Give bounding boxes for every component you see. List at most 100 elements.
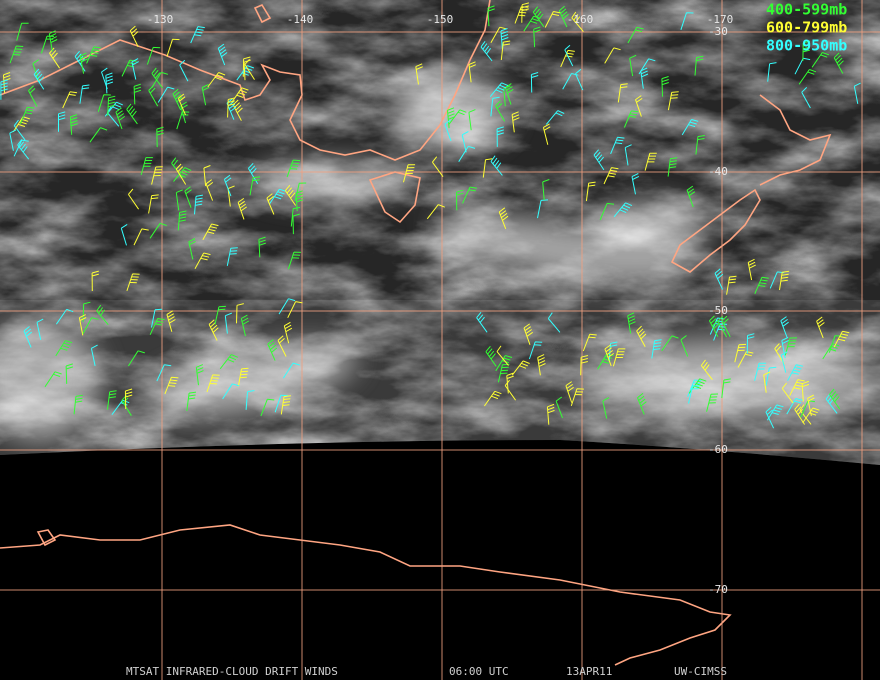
wind-barb <box>226 247 238 266</box>
wind-barb <box>580 355 589 376</box>
legend-entry: 800-950mb <box>766 37 847 55</box>
wind-barb <box>637 393 647 415</box>
wind-barb <box>9 129 17 151</box>
wind-barb <box>468 109 476 131</box>
wind-barb <box>426 204 445 220</box>
footer-source: UW-CIMSS <box>674 665 727 678</box>
wind-barb <box>267 339 278 361</box>
wind-barb <box>36 318 44 341</box>
latitude-label: -60 <box>708 443 728 456</box>
wind-barb <box>286 159 301 178</box>
footer-time: 06:00 UTC <box>449 665 509 678</box>
wind-barb <box>284 184 297 206</box>
wind-barb <box>680 335 689 357</box>
wind-barb <box>217 43 228 66</box>
wind-barb <box>237 197 247 220</box>
wind-barb <box>627 26 644 44</box>
wind-barb <box>461 131 469 153</box>
wind-barb <box>249 176 261 196</box>
wind-barb <box>282 362 300 379</box>
wind-barb <box>667 157 678 177</box>
wind-barb <box>560 49 575 68</box>
wind-barb <box>767 62 777 82</box>
wind-barb <box>570 388 584 407</box>
wind-barb <box>258 236 266 258</box>
wind-barb <box>431 156 444 177</box>
wind-barb <box>295 190 304 212</box>
wind-barb <box>532 6 545 28</box>
wind-barb <box>476 311 488 333</box>
wind-barb <box>74 50 86 72</box>
wind-barb <box>166 38 180 57</box>
wind-barb <box>523 323 533 345</box>
wind-barb <box>801 380 810 402</box>
wind-barb <box>786 398 803 415</box>
wind-barb <box>214 305 226 325</box>
legend-entry: 400-599mb <box>766 1 847 19</box>
wind-barb <box>640 67 649 89</box>
wind-barb <box>78 314 87 336</box>
wind-barb <box>784 337 798 356</box>
wind-barb <box>487 5 495 27</box>
wind-barb <box>495 355 513 372</box>
wind-barb <box>456 189 464 211</box>
wind-barb <box>765 366 777 386</box>
wind-barb <box>833 52 844 74</box>
wind-barb <box>833 330 850 348</box>
wind-barb <box>555 396 563 419</box>
wind-barb <box>544 11 561 28</box>
wind-barb <box>746 333 755 354</box>
wind-barb <box>236 303 244 324</box>
wind-barb <box>485 345 497 367</box>
wind-barb <box>195 364 204 386</box>
wind-barb <box>542 123 551 145</box>
labels: -130 -140 -150 -160 -170-30 -40 -50 -60 -70 400-5… <box>147 1 848 597</box>
wind-barb <box>787 364 804 381</box>
wind-barb <box>490 155 503 176</box>
wind-barb <box>781 382 794 404</box>
wind-barb <box>280 395 291 415</box>
wind-barb <box>226 98 237 120</box>
wind-barb <box>129 25 139 48</box>
wind-barb <box>558 5 569 28</box>
wind-barb <box>194 252 211 269</box>
longitude-label: -140 <box>287 13 314 26</box>
wind-barb <box>148 85 159 107</box>
wind-barb <box>244 58 255 80</box>
wind-barb <box>206 374 220 393</box>
wind-barb <box>283 321 293 344</box>
wind-barb <box>227 97 236 118</box>
wind-barb <box>636 325 647 348</box>
wind-barb <box>156 126 164 148</box>
wind-barb <box>55 340 73 357</box>
wind-barb <box>172 88 183 111</box>
wind-barb <box>521 2 530 23</box>
wind-barb <box>780 351 788 373</box>
wind-barb <box>489 82 509 98</box>
latitude-label: -30 <box>708 25 728 38</box>
wind-barb <box>219 354 238 370</box>
wind-barb <box>825 393 838 414</box>
wind-barb <box>260 398 275 417</box>
wind-barb <box>458 145 476 162</box>
wind-barb <box>69 114 78 135</box>
wind-barb <box>801 87 811 109</box>
wind-barb <box>571 11 584 32</box>
wind-barb <box>133 83 142 105</box>
wind-barb <box>495 100 506 122</box>
wind-barb <box>617 83 628 103</box>
wind-barb <box>151 67 163 89</box>
wind-barb <box>802 407 820 424</box>
wind-barb <box>149 318 165 336</box>
wind-barb <box>490 26 507 44</box>
wind-barb <box>62 91 78 109</box>
wind-barb <box>496 126 504 147</box>
latitude-label: -50 <box>708 304 728 317</box>
wind-barb <box>500 28 509 49</box>
footer-date: 13APR11 <box>566 665 612 678</box>
wind-barb <box>190 26 205 44</box>
wind-barb <box>661 335 679 352</box>
wind-barb <box>105 72 114 94</box>
wind-barb <box>644 152 657 171</box>
wind-barb <box>90 344 98 367</box>
